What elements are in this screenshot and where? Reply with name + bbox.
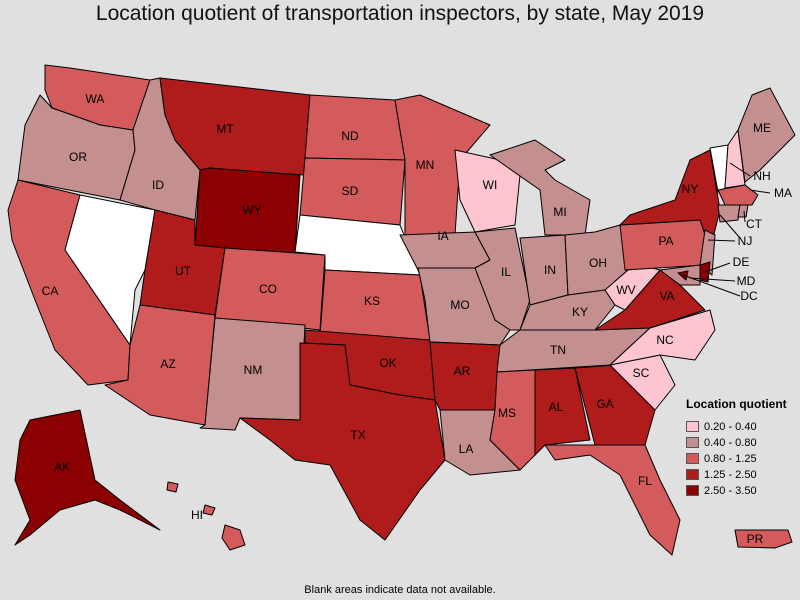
state-CT[interactable] bbox=[717, 204, 741, 223]
label-IA: IA bbox=[437, 229, 448, 243]
label-WI: WI bbox=[483, 178, 498, 192]
label-NJ: NJ bbox=[738, 234, 753, 248]
legend-label: 0.80 - 1.25 bbox=[704, 452, 757, 465]
state-IL[interactable] bbox=[474, 227, 531, 331]
label-UT: UT bbox=[175, 264, 192, 278]
state-PR[interactable] bbox=[734, 529, 793, 549]
map-title: Location quotient of transportation insp… bbox=[95, 2, 705, 25]
label-FL: FL bbox=[638, 474, 652, 488]
state-ME[interactable] bbox=[737, 87, 796, 183]
label-AK: AK bbox=[54, 460, 70, 474]
label-TX: TX bbox=[350, 428, 365, 442]
label-NY: NY bbox=[682, 182, 699, 196]
state-TX[interactable] bbox=[239, 342, 446, 541]
label-SD: SD bbox=[342, 184, 359, 198]
label-KS: KS bbox=[364, 294, 380, 308]
state-GA[interactable] bbox=[574, 364, 656, 446]
legend-item: 1.25 - 2.50 bbox=[686, 467, 800, 482]
state-FL[interactable] bbox=[544, 444, 681, 556]
state-MN[interactable] bbox=[394, 94, 491, 239]
label-leader-lines bbox=[682, 162, 771, 297]
label-CA: CA bbox=[42, 284, 59, 298]
label-TN: TN bbox=[550, 343, 566, 357]
legend-swatch bbox=[686, 453, 699, 464]
legend-item: 2.50 - 3.50 bbox=[686, 483, 800, 498]
state-ND[interactable] bbox=[304, 94, 406, 161]
legend-label: 1.25 - 2.50 bbox=[704, 468, 757, 481]
label-OR: OR bbox=[69, 150, 87, 164]
label-ND: ND bbox=[341, 129, 359, 143]
legend-title: Location quotient bbox=[686, 397, 787, 411]
label-MD: MD bbox=[737, 274, 756, 288]
label-IN: IN bbox=[544, 263, 556, 277]
label-ID: ID bbox=[152, 178, 164, 192]
legend-swatch bbox=[686, 469, 699, 480]
state-HI-maui[interactable] bbox=[202, 504, 216, 516]
label-WA: WA bbox=[86, 92, 105, 106]
label-OK: OK bbox=[379, 356, 396, 370]
legend-swatch bbox=[686, 485, 699, 496]
label-NM: NM bbox=[244, 363, 263, 377]
label-DE: DE bbox=[733, 255, 750, 269]
state-NM[interactable] bbox=[199, 317, 306, 431]
label-MA: MA bbox=[774, 186, 792, 200]
label-AZ: AZ bbox=[160, 357, 175, 371]
legend: Location quotient 0.20 - 0.40 0.40 - 0.8… bbox=[686, 397, 800, 499]
state-HI[interactable] bbox=[221, 524, 246, 551]
label-MO: MO bbox=[450, 298, 469, 312]
legend-swatch bbox=[686, 421, 699, 432]
label-KY: KY bbox=[572, 305, 588, 319]
state-HI-kauai[interactable] bbox=[166, 481, 179, 493]
label-WY: WY bbox=[242, 203, 261, 217]
legend-item: 0.80 - 1.25 bbox=[686, 451, 800, 466]
state-MA[interactable] bbox=[717, 184, 759, 206]
label-PA: PA bbox=[658, 234, 673, 248]
label-IL: IL bbox=[501, 265, 511, 279]
label-CT: CT bbox=[746, 217, 763, 231]
legend-item: 0.20 - 0.40 bbox=[686, 419, 800, 434]
label-CO: CO bbox=[259, 282, 277, 296]
legend-item: 0.40 - 0.80 bbox=[686, 435, 800, 450]
label-MT: MT bbox=[216, 122, 234, 136]
label-MI: MI bbox=[553, 205, 566, 219]
legend-label: 0.20 - 0.40 bbox=[704, 420, 757, 433]
label-MS: MS bbox=[498, 406, 516, 420]
state-AL[interactable] bbox=[534, 367, 591, 456]
legend-label: 0.40 - 0.80 bbox=[704, 436, 757, 449]
label-NC: NC bbox=[656, 333, 674, 347]
label-PR: PR bbox=[747, 532, 764, 546]
label-AL: AL bbox=[549, 400, 564, 414]
label-VA: VA bbox=[659, 289, 674, 303]
label-GA: GA bbox=[596, 397, 613, 411]
label-AR: AR bbox=[454, 364, 471, 378]
label-OH: OH bbox=[589, 256, 607, 270]
state-MI[interactable] bbox=[489, 139, 591, 236]
state-NC[interactable] bbox=[609, 309, 716, 366]
label-HI: HI bbox=[191, 508, 203, 522]
label-MN: MN bbox=[416, 158, 435, 172]
state-AK[interactable] bbox=[14, 409, 161, 546]
label-ME: ME bbox=[753, 121, 771, 135]
state-RI[interactable] bbox=[737, 204, 749, 218]
label-SC: SC bbox=[633, 366, 650, 380]
legend-label: 2.50 - 3.50 bbox=[704, 484, 757, 497]
label-DC: DC bbox=[740, 289, 758, 303]
label-NH: NH bbox=[753, 169, 770, 183]
label-WV: WV bbox=[616, 283, 635, 297]
footnote: Blank areas indicate data not available. bbox=[304, 584, 496, 596]
label-LA: LA bbox=[459, 442, 474, 456]
legend-swatch bbox=[686, 437, 699, 448]
